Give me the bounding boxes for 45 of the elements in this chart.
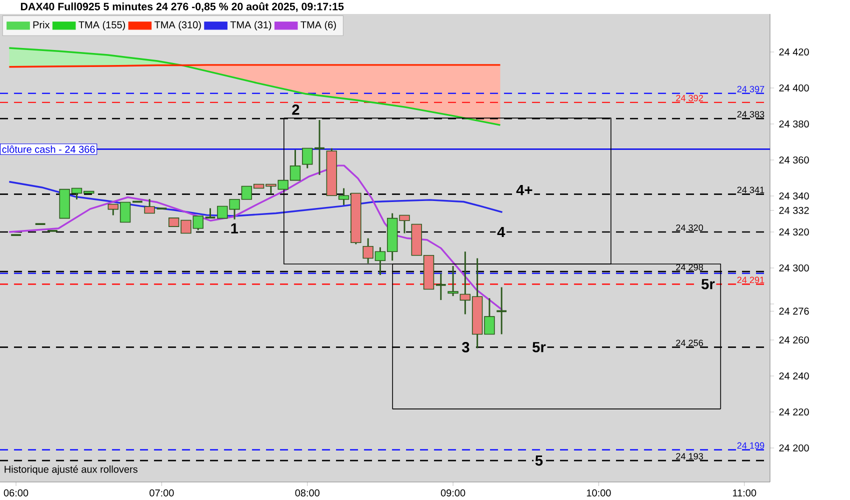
x-tick-label: 10:00	[586, 489, 611, 496]
y-tick-label: 24 300	[779, 264, 809, 272]
legend-label: Prix	[33, 21, 50, 28]
x-tick-label: 11:00	[732, 489, 756, 496]
legend-label: TMA (155)	[78, 21, 125, 30]
y-tick-label: 24 332	[779, 206, 809, 214]
ref-line-label: 24 291	[737, 276, 764, 284]
y-tick-label: 24 260	[779, 336, 809, 344]
ref-line-label: 24 341	[737, 186, 764, 194]
y-tick-label: 24 220	[779, 408, 809, 416]
legend-label: TMA (31)	[230, 21, 272, 30]
legend-label: TMA (310)	[154, 21, 201, 30]
y-tick-label: 24 200	[779, 444, 809, 452]
ref-line-label: 24 383	[737, 111, 764, 118]
ref-line-label: 24 392	[676, 94, 703, 102]
annotation: 2	[292, 104, 300, 115]
annotation: 1	[231, 223, 238, 234]
y-tick-label: 24 340	[779, 192, 809, 200]
ref-line-label: clôture cash - 24 366	[2, 145, 95, 153]
ref-line-label: 24 193	[676, 453, 703, 460]
chart-title: DAX40 Full0925 5 minutes 24 276 -0,85 % 20 août 2025, 09:17:15	[20, 2, 344, 12]
y-tick-label: 24 400	[779, 84, 809, 92]
annotation: 4	[497, 226, 506, 238]
ref-line-label: 24 320	[676, 224, 704, 231]
ref-line-label: 24 256	[676, 340, 703, 346]
x-tick-label: 08:00	[295, 489, 320, 496]
ref-line-label: 24 397	[737, 86, 764, 92]
x-tick-label: 09:00	[440, 489, 466, 496]
ref-line-label: 24 298	[676, 264, 703, 271]
annotation: 5r	[532, 342, 546, 352]
y-tick-label: 24 420	[779, 48, 809, 56]
annotation: 3	[462, 342, 470, 352]
annotation: 4+	[516, 185, 532, 196]
legend-label: TMA (6)	[300, 21, 336, 30]
x-tick-label: 06:00	[4, 489, 28, 496]
annotation: 5r	[701, 279, 715, 290]
y-tick-label: 24 240	[779, 372, 809, 380]
y-tick-label: 24 360	[779, 156, 809, 164]
ref-line-label: 24 199	[737, 442, 764, 449]
y-tick-label: 24 320	[779, 228, 809, 236]
annotation: Historique ajusté aux rollovers	[4, 465, 138, 475]
x-tick-label: 07:00	[150, 489, 174, 496]
y-tick-label: 24 276	[779, 308, 809, 315]
annotation: 5	[535, 455, 543, 466]
y-tick-label: 24 380	[779, 120, 809, 128]
